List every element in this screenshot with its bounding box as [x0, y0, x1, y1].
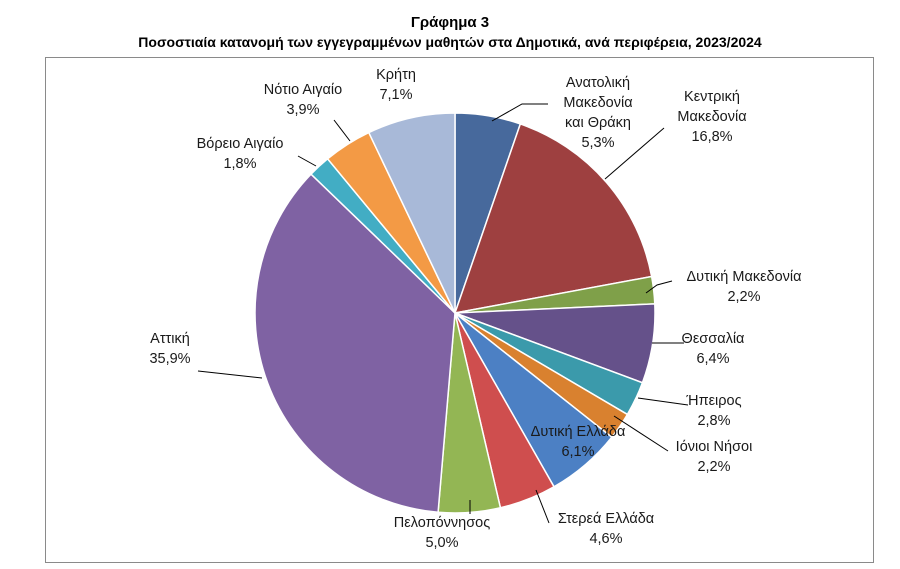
slice-label: Κεντρική Μακεδονία 16,8% [677, 89, 746, 145]
slice-name-label: Δυτική Ελλάδα [531, 424, 626, 440]
slice-name-label: Στερεά Ελλάδα [558, 511, 654, 527]
leader-line [637, 397, 689, 406]
slice-value-label: 6,1% [561, 444, 594, 460]
slice-value-label: 2,2% [697, 459, 730, 475]
slice-label: Ήπειρος 2,8% [685, 393, 741, 429]
slice-value-label: 4,6% [589, 531, 622, 547]
slice-label: Κρήτη 7,1% [376, 67, 416, 103]
slice-value-label: 3,9% [286, 102, 319, 118]
slice-name-label: Μακεδονία [677, 109, 746, 125]
leader-line [297, 155, 317, 167]
chart-title: Γράφημα 3 [410, 14, 490, 31]
slice-label: Δυτική Ελλάδα 6,1% [531, 424, 626, 460]
leader-line [333, 119, 351, 142]
slice-name-label: Νότιο Αιγαίο [264, 82, 342, 98]
slice-label: Δυτική Μακεδονία 2,2% [686, 269, 801, 305]
slice-name-label: Βόρειο Αιγαίο [197, 136, 284, 152]
slice-name-label: Κεντρική [684, 89, 740, 105]
leader-line [604, 127, 665, 180]
leader-line [645, 280, 673, 294]
slice-label: Βόρειο Αιγαίο 1,8% [197, 136, 284, 172]
leader-line [197, 370, 263, 379]
slice-label: Αττική 35,9% [149, 331, 190, 367]
slice-value-label: 5,0% [425, 535, 458, 551]
chart-subtitle: Ποσοστιαία κατανομή των εγγεγραμμένων μα… [138, 34, 762, 50]
slice-value-label: 5,3% [581, 135, 614, 151]
slice-value-label: 2,8% [697, 413, 730, 429]
slice-name-label: και Θράκη [565, 115, 631, 131]
slice-name-label: Ιόνιοι Νήσοι [676, 439, 753, 455]
slice-name-label: Ανατολική [566, 75, 630, 91]
slice-label: Πελοπόννησος 5,0% [394, 515, 490, 551]
chart-frame [45, 57, 874, 563]
slice-label: Ιόνιοι Νήσοι 2,2% [676, 439, 753, 475]
leader-line [491, 103, 548, 122]
pie-slice [453, 123, 653, 314]
pie-slice [367, 112, 456, 314]
slice-name-label: Ήπειρος [685, 393, 741, 409]
slice-name-label: Θεσσαλία [682, 331, 745, 347]
slice-value-label: 7,1% [379, 87, 412, 103]
slice-label: Νότιο Αιγαίο 3,9% [264, 82, 342, 118]
slice-value-label: 2,2% [727, 289, 760, 305]
slice-name-label: Κρήτη [376, 67, 416, 83]
slice-name-label: Πελοπόννησος [394, 515, 490, 531]
slice-value-label: 1,8% [223, 156, 256, 172]
slice-label: Στερεά Ελλάδα 4,6% [558, 511, 654, 547]
slice-name-label: Αττική [150, 331, 190, 347]
pie-slice [254, 173, 456, 514]
leader-line [535, 489, 550, 524]
slice-value-label: 6,4% [696, 351, 729, 367]
slice-name-label: Δυτική Μακεδονία [686, 269, 801, 285]
slice-label: Θεσσαλία 6,4% [682, 331, 745, 367]
slice-name-label: Μακεδονία [563, 95, 632, 111]
leader-line [613, 415, 669, 452]
slice-label: Ανατολική Μακεδονία και Θράκη 5,3% [563, 75, 632, 151]
slice-value-label: 16,8% [691, 129, 732, 145]
slice-value-label: 35,9% [149, 351, 190, 367]
